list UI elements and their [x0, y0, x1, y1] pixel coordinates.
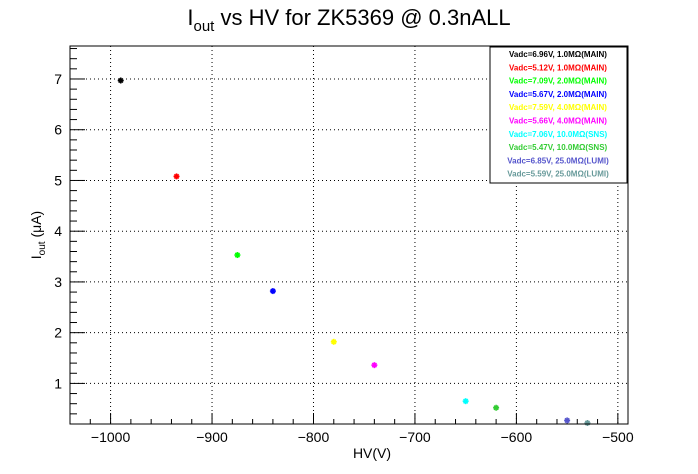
- x-tick-label: −700: [399, 429, 431, 445]
- plot-frame: [69, 45, 629, 425]
- y-axis-label-base: I: [28, 255, 44, 259]
- x-tick-label: −500: [602, 429, 634, 445]
- data-point: [564, 417, 571, 424]
- x-tick-label: −1000: [91, 429, 131, 445]
- y-axis-label-rest: (μA): [28, 211, 44, 242]
- legend-entry-label: Vadc=5.66V, 4.0MΩ(MAIN): [509, 117, 607, 126]
- legend-box: [489, 46, 628, 184]
- y-tick-label: 2: [54, 325, 62, 341]
- data-points: [117, 77, 591, 426]
- x-tick-label: −900: [196, 429, 228, 445]
- x-tick-label: −800: [298, 429, 330, 445]
- chart-title-rest: vs HV for ZK5369 @ 0.3nALL: [214, 5, 510, 30]
- legend-entry-label: Vadc=5.59V, 25.0MΩ(LUMI): [507, 170, 609, 179]
- legend-entry-label: Vadc=7.06V, 10.0MΩ(SNS): [509, 130, 608, 139]
- y-axis-label-subscript: out: [37, 241, 48, 255]
- y-tick-label: 3: [54, 274, 62, 290]
- data-point: [371, 362, 378, 369]
- y-tick-label: 1: [54, 375, 62, 391]
- x-tick-label: −600: [501, 429, 533, 445]
- data-point: [584, 419, 591, 426]
- data-point: [117, 77, 124, 84]
- legend-entry-label: Vadc=6.85V, 25.0MΩ(LUMI): [507, 156, 609, 165]
- y-tick-label: 7: [54, 71, 62, 87]
- data-point: [330, 338, 337, 345]
- y-tick-label: 5: [54, 172, 62, 188]
- data-point: [234, 252, 241, 259]
- data-point: [462, 398, 469, 405]
- legend-entry-label: Vadc=5.12V, 1.0MΩ(MAIN): [509, 63, 607, 72]
- y-tick-label: 6: [54, 122, 62, 138]
- y-tick-label: 4: [54, 223, 62, 239]
- chart-title-subscript: out: [194, 18, 216, 35]
- legend-entry-label: Vadc=7.09V, 2.0MΩ(MAIN): [509, 77, 607, 86]
- axis-ticks: −1000 −900 −800 −700 −600 −500 1 2 3 4 5 6 7: [54, 48, 634, 445]
- chart-title-base: I: [187, 5, 193, 30]
- legend: Vadc=6.96V, 1.0MΩ(MAIN) Vadc=5.12V, 1.0MΩ…: [489, 46, 628, 184]
- y-axis-label: Iout (μA): [28, 211, 48, 259]
- data-point: [269, 288, 276, 295]
- legend-entry-label: Vadc=7.59V, 4.0MΩ(MAIN): [509, 103, 607, 112]
- legend-entries: Vadc=6.96V, 1.0MΩ(MAIN) Vadc=5.12V, 1.0MΩ…: [507, 50, 609, 179]
- legend-entry-label: Vadc=5.67V, 2.0MΩ(MAIN): [509, 90, 607, 99]
- x-axis-label: HV(V): [353, 445, 391, 461]
- legend-entry-label: Vadc=5.47V, 10.0MΩ(SNS): [509, 143, 608, 152]
- data-point: [173, 173, 180, 180]
- chart-title: Iout vs HV for ZK5369 @ 0.3nALL: [187, 5, 510, 35]
- legend-entry-label: Vadc=6.96V, 1.0MΩ(MAIN): [509, 50, 607, 59]
- data-point: [493, 404, 500, 411]
